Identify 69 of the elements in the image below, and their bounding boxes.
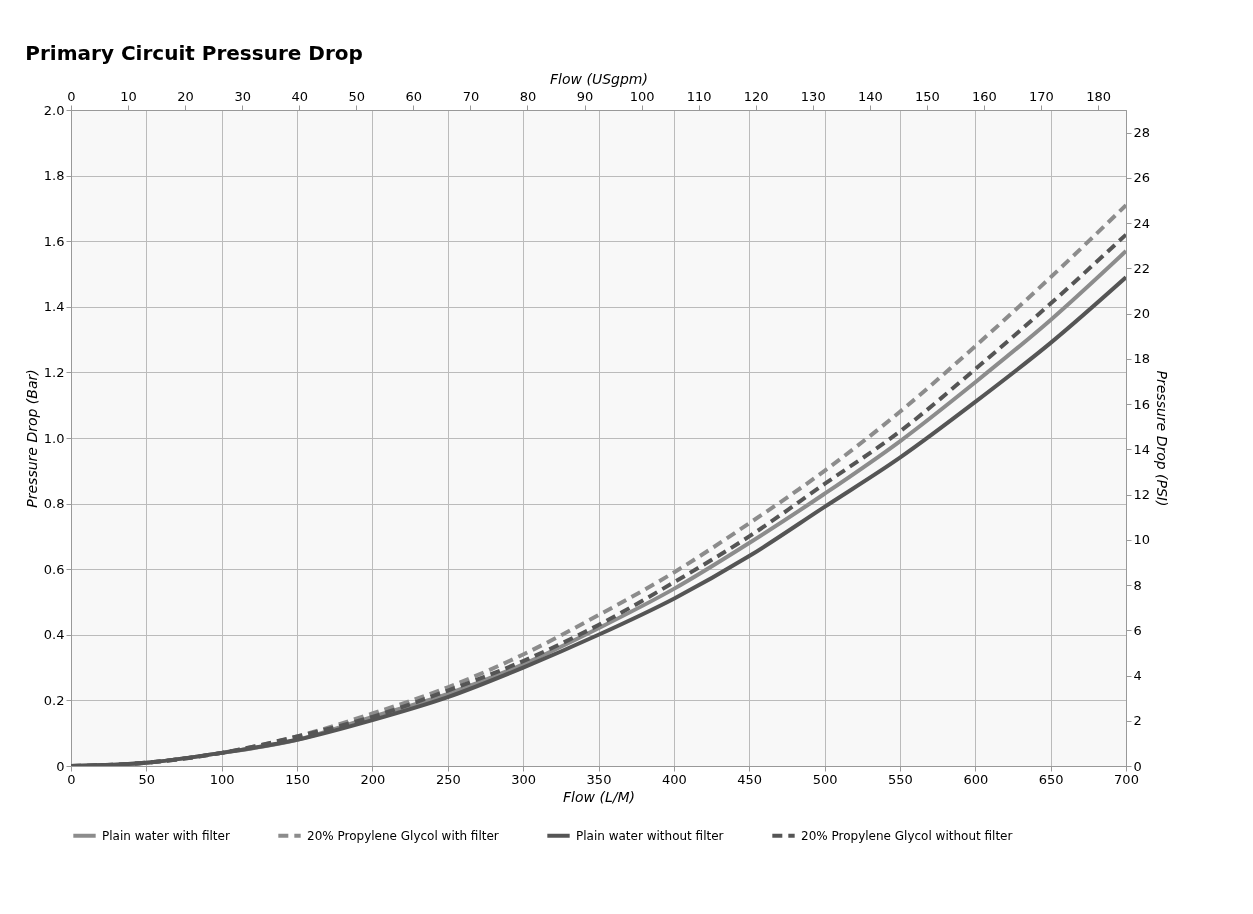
x2-tick-label: 60 [405,88,423,104]
x2-tick-label: 70 [462,88,480,104]
y2-tick-label: 0 [1133,758,1142,774]
y2-tick-label: 2 [1133,713,1142,729]
x-tick-label: 150 [285,771,310,787]
x-tick-label: 550 [888,771,913,787]
y2-tick-label: 20 [1133,306,1151,322]
y-tick-label: 0.6 [43,561,65,577]
y2-tick-label: 26 [1133,170,1151,186]
x2-tick-label: 40 [291,88,308,104]
x2-tick-label: 50 [348,88,366,104]
x2-tick-label: 160 [972,88,997,104]
x-tick-label: 100 [209,771,235,787]
y2-tick-label: 28 [1133,125,1151,141]
x2-tick-label: 110 [686,88,712,104]
y2-tick-label: 8 [1133,577,1142,593]
chart-title: Primary Circuit Pressure Drop [25,41,363,65]
y-tick-label: 0.4 [43,627,65,643]
x-tick-label: 400 [661,771,687,787]
x-tick-label: 700 [1114,771,1139,787]
x-tick-label: 450 [737,771,763,787]
y-tick-label: 0 [56,758,65,774]
x2-tick-label: 30 [234,88,251,104]
x2-axis-title: Flow (USgpm) [550,70,648,87]
x2-tick-label: 150 [914,88,940,104]
x2-tick-label: 180 [1086,88,1111,104]
y2-tick-label: 24 [1133,215,1151,231]
legend-label: 20% Propylene Glycol with filter [307,828,499,843]
x2-tick-label: 80 [519,88,537,104]
x2-tick-label: 0 [67,88,76,104]
y-tick-label: 1.4 [43,299,65,315]
x2-tick-label: 140 [857,88,883,104]
x-tick-label: 50 [138,771,156,787]
x-tick-label: 300 [511,771,537,787]
y2-tick-label: 18 [1133,351,1151,367]
legend-label: Plain water with filter [102,828,230,843]
x2-tick-label: 10 [120,88,137,104]
y-tick-label: 1.8 [43,168,65,184]
y2-tick-label: 10 [1133,532,1151,548]
y-tick-label: 1.2 [43,364,65,380]
x2-tick-label: 130 [800,88,826,104]
x-tick-label: 250 [435,771,461,787]
x-tick-label: 500 [812,771,838,787]
x2-tick-label: 90 [576,88,594,104]
x-tick-label: 650 [1038,771,1064,787]
y2-tick-label: 12 [1133,487,1151,503]
y-axis-title: Pressure Drop (Bar) [23,369,40,508]
y2-tick-label: 14 [1133,441,1151,457]
legend-label: 20% Propylene Glycol without filter [801,828,1013,843]
y2-tick-label: 16 [1133,396,1151,412]
x-tick-label: 600 [963,771,989,787]
x2-tick-label: 170 [1029,88,1054,104]
x2-tick-label: 120 [743,88,769,104]
y-tick-label: 0.2 [43,692,65,708]
x2-tick-label: 100 [629,88,655,104]
y-tick-label: 2.0 [43,102,65,118]
x-tick-label: 350 [586,771,612,787]
y2-tick-label: 4 [1133,668,1142,684]
y-tick-label: 1.6 [43,233,65,249]
x-axis-title: Flow (L/M) [563,788,635,805]
y-tick-label: 0.8 [43,496,65,512]
x2-tick-label: 20 [177,88,194,104]
y2-axis-title: Pressure Drop (PSI) [1154,370,1171,507]
x-tick-label: 0 [67,771,76,787]
x-tick-label: 200 [360,771,386,787]
legend-label: Plain water without filter [576,828,724,843]
y-tick-label: 1.0 [43,430,65,446]
y2-tick-label: 22 [1133,260,1151,276]
y2-tick-label: 6 [1133,622,1142,638]
